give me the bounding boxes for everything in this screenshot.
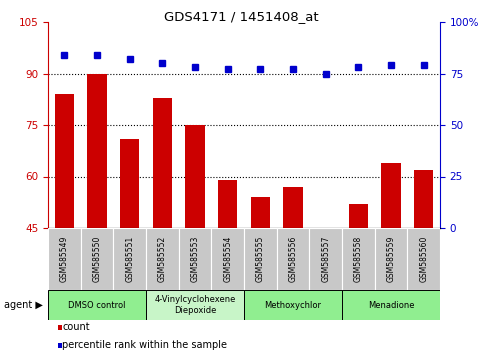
Bar: [316, 228, 336, 232]
Text: GSM585560: GSM585560: [419, 236, 428, 282]
Bar: [185, 125, 205, 228]
Bar: [277, 228, 309, 290]
Text: percentile rank within the sample: percentile rank within the sample: [62, 341, 227, 350]
Bar: [349, 204, 368, 228]
Bar: [375, 228, 407, 290]
Text: GSM585550: GSM585550: [93, 236, 101, 282]
Text: GSM585551: GSM585551: [125, 236, 134, 282]
Text: GSM585558: GSM585558: [354, 236, 363, 282]
Bar: [48, 228, 81, 290]
Bar: [48, 290, 146, 320]
Text: 4-Vinylcyclohexene
Diepoxide: 4-Vinylcyclohexene Diepoxide: [154, 295, 236, 315]
Text: DMSO control: DMSO control: [68, 301, 126, 309]
Bar: [87, 74, 107, 228]
Bar: [244, 290, 342, 320]
Text: GSM585549: GSM585549: [60, 236, 69, 282]
Bar: [179, 228, 212, 290]
Bar: [309, 228, 342, 290]
Bar: [381, 163, 401, 228]
Text: GSM585555: GSM585555: [256, 236, 265, 282]
Text: GSM585556: GSM585556: [288, 236, 298, 282]
Text: GDS4171 / 1451408_at: GDS4171 / 1451408_at: [164, 10, 319, 23]
Bar: [414, 170, 433, 228]
Bar: [342, 228, 375, 290]
Text: count: count: [62, 322, 90, 332]
Bar: [81, 228, 114, 290]
Text: Menadione: Menadione: [368, 301, 414, 309]
Text: GSM585554: GSM585554: [223, 236, 232, 282]
Bar: [146, 228, 179, 290]
Text: GSM585553: GSM585553: [190, 236, 199, 282]
Bar: [283, 187, 303, 228]
Bar: [114, 228, 146, 290]
Text: GSM585559: GSM585559: [386, 236, 396, 282]
Text: Methoxychlor: Methoxychlor: [265, 301, 322, 309]
Bar: [218, 180, 238, 228]
Text: agent ▶: agent ▶: [4, 300, 43, 310]
Bar: [251, 197, 270, 228]
Text: GSM585557: GSM585557: [321, 236, 330, 282]
Text: GSM585552: GSM585552: [158, 236, 167, 282]
Bar: [146, 290, 244, 320]
Bar: [342, 290, 440, 320]
Bar: [407, 228, 440, 290]
Bar: [120, 139, 140, 228]
Bar: [244, 228, 277, 290]
Bar: [55, 94, 74, 228]
Bar: [153, 98, 172, 228]
Bar: [212, 228, 244, 290]
